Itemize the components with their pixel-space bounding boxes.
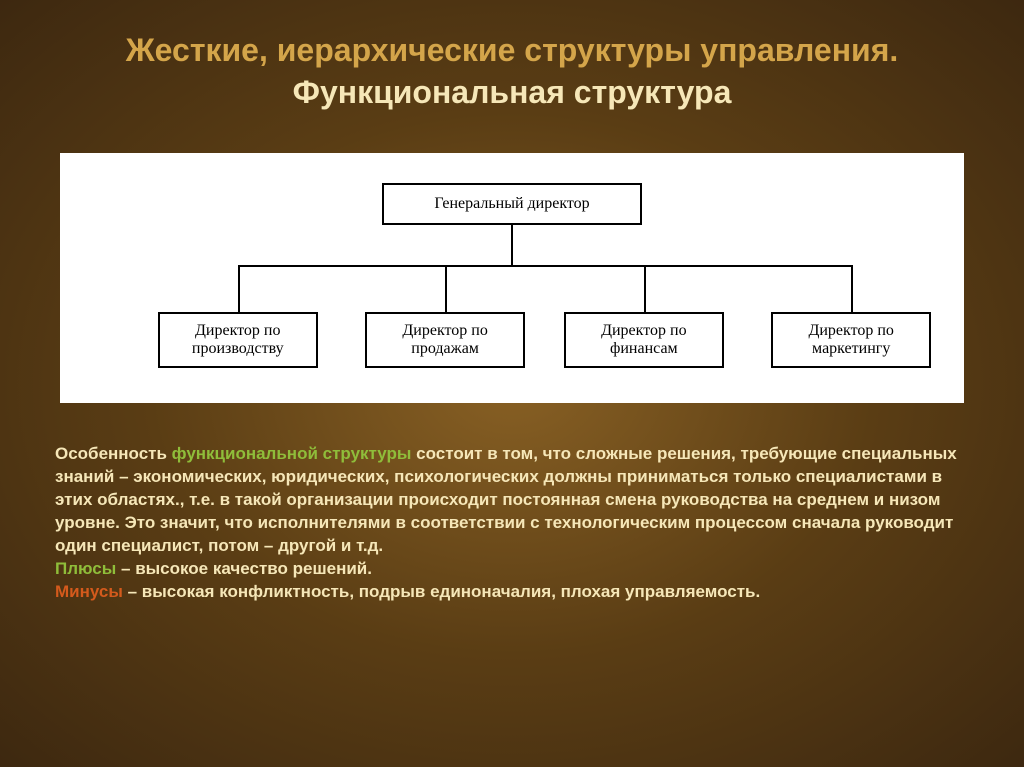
- intro-green: функциональной структуры: [172, 444, 412, 463]
- node-child-1-label: Директор по продажам: [379, 322, 511, 358]
- body-text: Особенность функциональной структуры сос…: [0, 423, 1024, 624]
- org-chart: Генеральный директор Директор по произво…: [80, 183, 944, 368]
- minus-label: Минусы: [55, 582, 123, 601]
- node-root-label: Генеральный директор: [434, 195, 589, 213]
- node-child-0: Директор по производству: [158, 312, 318, 368]
- title-part-1: Жесткие, иерархические структуры управле…: [126, 32, 899, 68]
- node-child-1: Директор по продажам: [365, 312, 525, 368]
- connector-child-3: [851, 265, 853, 315]
- minus-text: – высокая конфликтность, подрыв единонач…: [123, 582, 760, 601]
- connector-horizontal: [238, 265, 851, 267]
- slide-title: Жесткие, иерархические структуры управле…: [0, 0, 1024, 133]
- node-child-3: Директор по маркетингу: [771, 312, 931, 368]
- connector-child-1: [445, 265, 447, 315]
- node-child-2: Директор по финансам: [564, 312, 724, 368]
- connector-child-2: [644, 265, 646, 315]
- org-chart-container: Генеральный директор Директор по произво…: [60, 153, 964, 403]
- node-child-3-label: Директор по маркетингу: [785, 322, 917, 358]
- connector-main-vertical: [511, 225, 513, 265]
- node-child-0-label: Директор по производству: [172, 322, 304, 358]
- connector-child-0: [238, 265, 240, 315]
- title-part-2: Функциональная структура: [293, 74, 732, 110]
- plus-text: – высокое качество решений.: [116, 559, 372, 578]
- node-root: Генеральный директор: [382, 183, 642, 225]
- plus-label: Плюсы: [55, 559, 116, 578]
- intro-prefix: Особенность: [55, 444, 172, 463]
- node-child-2-label: Директор по финансам: [578, 322, 710, 358]
